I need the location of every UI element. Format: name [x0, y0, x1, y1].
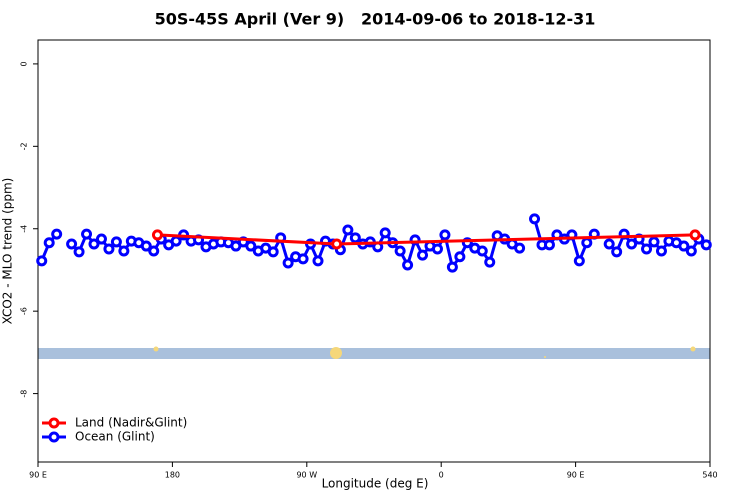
data-point: [170, 235, 182, 247]
data-point: [476, 245, 488, 257]
data-point: [454, 251, 466, 263]
land-marker: [153, 346, 159, 352]
data-point: [417, 249, 429, 261]
x-axis-label: Longitude (deg E): [322, 477, 429, 491]
data-point: [402, 259, 414, 271]
y-tick-label: -8: [20, 390, 29, 398]
data-point: [297, 253, 309, 265]
y-tick-label: -2: [20, 142, 29, 150]
data-point: [379, 227, 391, 239]
data-point: [73, 246, 85, 258]
data-point: [689, 229, 701, 241]
data-point: [439, 229, 451, 241]
chart-title: 50S-45S April (Ver 9) 2014-09-06 to 2018…: [155, 10, 596, 29]
data-point: [514, 242, 526, 254]
y-axis-label: XCO2 - MLO trend (ppm): [1, 178, 15, 325]
plot-frame: [37, 39, 711, 463]
data-point: [81, 228, 93, 240]
data-point: [110, 236, 122, 248]
land-markers: [153, 346, 696, 359]
legend-label: Land (Nadir&Glint): [75, 416, 187, 430]
data-point: [431, 243, 443, 255]
data-point: [245, 240, 257, 252]
y-tick-label: 0: [20, 61, 29, 66]
x-tick-label: 90 E: [29, 471, 47, 480]
data-point: [331, 238, 343, 250]
data-point: [51, 228, 63, 240]
land-marker: [690, 346, 696, 352]
data-point: [140, 240, 152, 252]
data-point: [267, 246, 279, 258]
data-point: [103, 243, 115, 255]
data-point: [543, 239, 555, 251]
data-point: [151, 229, 163, 241]
data-point: [342, 224, 354, 236]
legend-marker: [48, 431, 60, 443]
data-point: [626, 238, 638, 250]
data-point: [648, 236, 660, 248]
x-tick-label: 180: [165, 471, 180, 480]
data-point: [641, 243, 653, 255]
data-point: [603, 238, 615, 250]
x-tick-label: 90 W: [296, 471, 317, 480]
legend-marker: [48, 417, 60, 429]
data-point: [43, 237, 55, 249]
x-tick-label: 540: [702, 471, 717, 480]
data-point: [484, 256, 496, 268]
x-tick-label: 90 E: [567, 471, 585, 480]
land-ocean-band: [38, 348, 710, 359]
data-point: [611, 246, 623, 258]
x-tick-label: 0: [439, 471, 444, 480]
data-point: [529, 213, 541, 225]
data-point: [446, 261, 458, 273]
data-point: [118, 245, 130, 257]
data-point: [349, 232, 361, 244]
data-point: [655, 245, 667, 257]
y-tick-label: -6: [20, 307, 29, 315]
data-point: [700, 239, 712, 251]
data-point: [95, 233, 107, 245]
data-point: [36, 255, 48, 267]
land-marker: [544, 356, 546, 358]
data-point: [685, 245, 697, 257]
data-point: [581, 237, 593, 249]
data-point: [394, 245, 406, 257]
land-marker: [330, 347, 342, 359]
data-point: [88, 238, 100, 250]
data-point: [573, 255, 585, 267]
legend-label: Ocean (Glint): [75, 430, 155, 444]
data-point: [282, 257, 294, 269]
data-point: [148, 245, 160, 257]
data-point: [678, 240, 690, 252]
data-point: [66, 238, 78, 250]
data-point: [312, 255, 324, 267]
y-tick-label: -4: [20, 225, 29, 233]
